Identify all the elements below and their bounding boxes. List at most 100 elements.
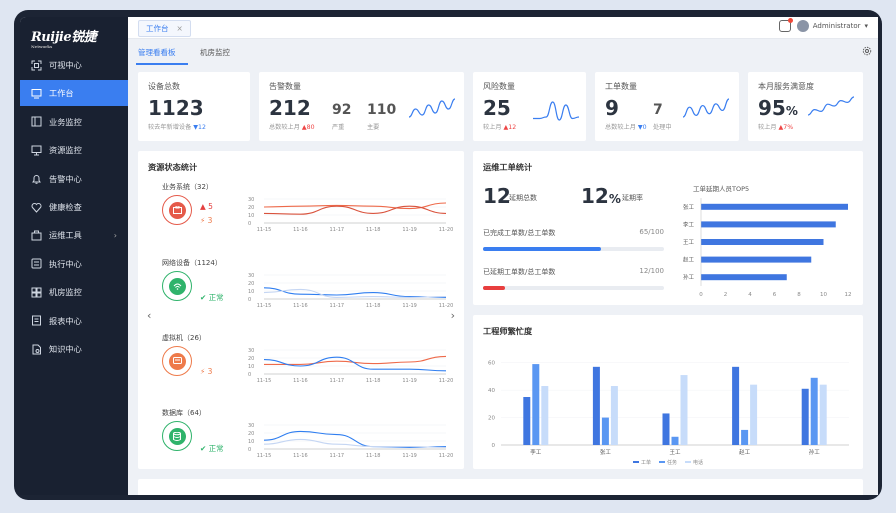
legend-swatch xyxy=(685,461,691,463)
gear-icon[interactable] xyxy=(862,46,872,56)
kpi-risks-card[interactable]: 风险数量 25 较上月 ▲12 xyxy=(473,72,586,141)
kpi-sub: 较上月 ▲7% xyxy=(758,124,794,131)
bar-电话 xyxy=(819,384,827,445)
kpi-value: 95% xyxy=(758,96,798,120)
kpi-sub: 较上月 ▲12 xyxy=(483,124,517,131)
y-tick-label: 30 xyxy=(248,423,254,429)
sidebar-item-6[interactable]: 运维工具 › xyxy=(20,222,128,248)
bottom-card xyxy=(138,479,863,495)
section-title: 资源状态统计 xyxy=(148,162,198,172)
y-tick-label: 30 xyxy=(248,197,254,203)
bar-任务 xyxy=(601,417,609,445)
sidebar-item-4[interactable]: 告警中心 xyxy=(20,166,128,192)
next-arrow-icon[interactable]: › xyxy=(450,309,455,322)
kpi-delta: ▲7% xyxy=(778,124,794,131)
overdue-rate-unit: % xyxy=(608,192,621,206)
network-trend-chart: 30 20 10 0 11-15 11-16 11-17 11-18 11-19 11-20 xyxy=(248,273,454,307)
sidebar-item-3[interactable]: 资源监控 xyxy=(20,137,128,163)
user-name[interactable]: Administrator xyxy=(812,22,861,30)
sidebar-item-label: 工作台 xyxy=(49,88,74,99)
y-tick-label: 10 xyxy=(248,364,254,370)
x-tick-label: 2 xyxy=(724,292,728,298)
series-line-b xyxy=(263,356,447,372)
x-tick-label: 11-15 xyxy=(257,378,272,382)
subtab-room-monitor[interactable]: 机房监控 xyxy=(200,48,230,57)
sidebar-item-2[interactable]: 业务监控 xyxy=(20,109,128,135)
ops-ticket-card: 运维工单统计 12 延期总数 12% 延期率 已完成工单数/总工单数 65/10… xyxy=(473,151,863,305)
kpi-title: 工单数量 xyxy=(605,82,637,91)
sidebar-item-7[interactable]: 执行中心 xyxy=(20,251,128,277)
x-tick-label: 11-15 xyxy=(257,303,272,307)
x-tick-label: 11-17 xyxy=(330,453,345,457)
sub-tabs: 管理看看板 机房监控 xyxy=(128,39,878,65)
y-tick-label: 20 xyxy=(248,281,254,287)
y-tick-label: 20 xyxy=(248,356,254,362)
res-vm-name: 虚拟机（26） xyxy=(162,334,206,342)
screen: Ruijie锐捷 Networks 可视中心 工作台 业务监控 资源监控 告警中心 健康检… xyxy=(20,17,878,495)
sidebar-item-1[interactable]: 工作台 xyxy=(20,80,128,107)
database-icon[interactable] xyxy=(162,421,192,451)
close-icon[interactable]: × xyxy=(176,24,183,33)
y-tick-label: 20 xyxy=(248,431,254,437)
res-business-warn: ⚡ 3 xyxy=(200,216,213,225)
x-tick-label: 6 xyxy=(773,292,777,298)
kpi-satisfaction-card[interactable]: 本月服务满意度 95% 较上月 ▲7% xyxy=(748,72,863,141)
bar-任务 xyxy=(671,436,679,445)
kpi-tickets-card[interactable]: 工单数量 9 7 处理中 总数较上月 ▼0 xyxy=(595,72,739,141)
caret-down-icon[interactable]: ▾ xyxy=(864,22,868,30)
sidebar-item-label: 业务监控 xyxy=(49,116,82,127)
x-tick-label: 0 xyxy=(699,292,703,298)
bar xyxy=(701,221,836,228)
top5-title: 工单延期人员TOP5 xyxy=(693,185,750,193)
kpi-title: 本月服务满意度 xyxy=(758,82,814,91)
prev-arrow-icon[interactable]: ‹ xyxy=(147,309,152,322)
business-monitor-icon xyxy=(31,116,42,127)
sparkline-line xyxy=(409,98,455,118)
sidebar-item-label: 运维工具 xyxy=(49,230,82,241)
avatar[interactable] xyxy=(796,20,809,32)
res-business-name: 业务系统（32） xyxy=(162,183,213,191)
chevron-right-icon[interactable]: › xyxy=(113,230,117,240)
sidebar-item-8[interactable]: 机房监控 xyxy=(20,279,128,305)
topbar: 工作台 × Administrator ▾ xyxy=(128,17,878,39)
bar-工单 xyxy=(662,413,670,445)
x-tick-label: 11-16 xyxy=(293,378,308,382)
legend-swatch xyxy=(633,461,639,463)
category-label: 王工 xyxy=(669,449,681,456)
x-tick-label: 11-19 xyxy=(402,453,417,457)
message-icon[interactable] xyxy=(778,18,793,32)
kpi-alerts-card[interactable]: 告警数量 212 92 严重 110 主要 总数较上月 ▲80 xyxy=(259,72,464,141)
x-tick-label: 12 xyxy=(845,292,852,298)
subtab-dashboard[interactable]: 管理看看板 xyxy=(138,48,176,57)
legend-swatch xyxy=(659,461,665,463)
series-line-b xyxy=(263,438,447,448)
bar xyxy=(701,203,848,210)
notification-dot xyxy=(787,18,793,23)
virtual-machine-icon[interactable] xyxy=(162,346,192,376)
y-tick-label: 0 xyxy=(248,447,251,453)
x-tick-label: 11-16 xyxy=(293,303,308,307)
monitor-icon xyxy=(31,145,42,156)
series-line-a xyxy=(263,287,447,298)
x-tick-label: 11-20 xyxy=(439,303,454,307)
satisfaction-sparkline xyxy=(808,96,854,116)
network-device-icon[interactable] xyxy=(162,271,192,301)
sparkline-line xyxy=(683,98,729,118)
sidebar: Ruijie锐捷 Networks 可视中心 工作台 业务监控 资源监控 告警中心 健康检… xyxy=(20,17,128,495)
sidebar-item-label: 执行中心 xyxy=(49,258,82,269)
category-label: 赵工 xyxy=(739,448,751,456)
toolbox-icon xyxy=(31,230,42,241)
page-tab-workbench[interactable]: 工作台 × xyxy=(138,20,191,37)
sidebar-item-10[interactable]: 知识中心 xyxy=(20,336,128,362)
sidebar-item-9[interactable]: 报表中心 xyxy=(20,308,128,334)
sidebar-item-5[interactable]: 健康检查 xyxy=(20,194,128,220)
y-tick-label: 0 xyxy=(248,372,251,378)
sidebar-item-0[interactable]: 可视中心 xyxy=(20,52,128,78)
kpi-value: 1123 xyxy=(148,96,204,120)
sidebar-item-label: 报表中心 xyxy=(49,315,82,326)
bar-电话 xyxy=(750,384,758,445)
workload-card: 工程师繁忙度 60 40 20 0 李工 张工 王工 赵工 孙工 工单 任务 电话 xyxy=(473,315,863,469)
business-system-icon[interactable] xyxy=(162,195,192,225)
kpi-devices-card[interactable]: 设备总数 1123 较去年新增设备 ▼12 xyxy=(138,72,250,141)
knowledge-icon xyxy=(32,344,41,354)
